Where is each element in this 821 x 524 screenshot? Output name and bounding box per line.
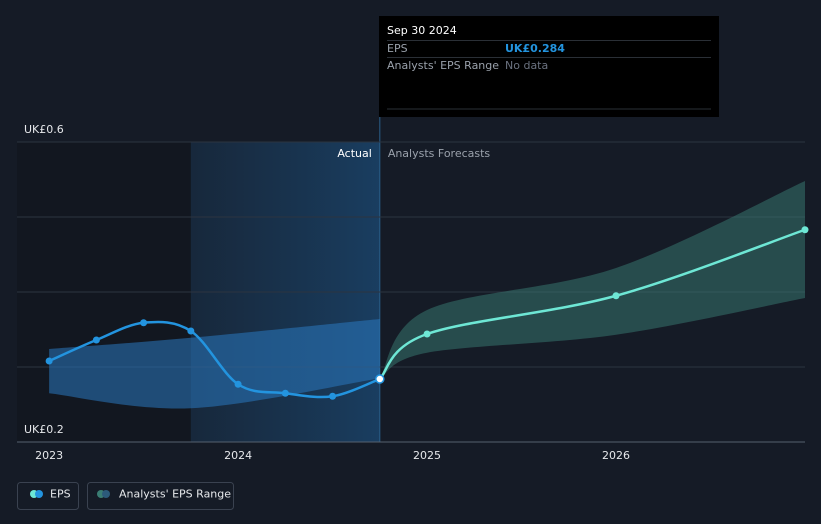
legend-item[interactable] bbox=[17, 482, 79, 510]
range-area bbox=[49, 319, 380, 409]
y-tick-label: UK£0.2 bbox=[24, 423, 64, 436]
eps-point bbox=[801, 226, 809, 234]
eps-point bbox=[187, 327, 195, 335]
eps-line bbox=[378, 228, 806, 380]
x-tick-label: 2023 bbox=[35, 449, 63, 462]
forecast-label: Analysts Forecasts bbox=[388, 147, 491, 160]
eps-point bbox=[423, 330, 431, 338]
eps-point bbox=[375, 374, 385, 384]
eps-point bbox=[92, 336, 100, 344]
tooltip-value: No data bbox=[505, 59, 548, 72]
tooltip: Sep 30 2024 EPS UK£0.284 Analysts' EPS Rang… bbox=[379, 16, 719, 117]
legend-item[interactable] bbox=[87, 482, 234, 510]
legend-swatch bbox=[102, 490, 110, 498]
x-tick-label: 2026 bbox=[602, 449, 630, 462]
eps-point bbox=[234, 380, 242, 388]
actual-label: Actual bbox=[337, 147, 371, 160]
tooltip-date: Sep 30 2024 bbox=[387, 24, 457, 37]
tooltip-label: Analysts' EPS Range bbox=[387, 59, 499, 72]
eps-point bbox=[45, 357, 53, 365]
eps-line bbox=[48, 320, 381, 399]
legend: EPS Analysts' EPS Range bbox=[17, 482, 234, 510]
eps-point bbox=[281, 389, 289, 397]
y-tick-label: UK£0.6 bbox=[24, 123, 64, 136]
legend-label: Analysts' EPS Range bbox=[119, 488, 231, 501]
eps-point bbox=[140, 319, 148, 327]
range-area bbox=[379, 181, 805, 379]
eps-point bbox=[329, 392, 337, 400]
x-tick-label: 2025 bbox=[413, 449, 441, 462]
tooltip-label: EPS bbox=[387, 42, 408, 55]
legend-swatch bbox=[35, 490, 43, 498]
eps-point bbox=[612, 292, 620, 300]
tooltip-box bbox=[379, 16, 719, 117]
x-tick-label: 2024 bbox=[224, 449, 252, 462]
tooltip-value: UK£0.284 bbox=[505, 42, 565, 55]
legend-label: EPS bbox=[50, 488, 71, 501]
